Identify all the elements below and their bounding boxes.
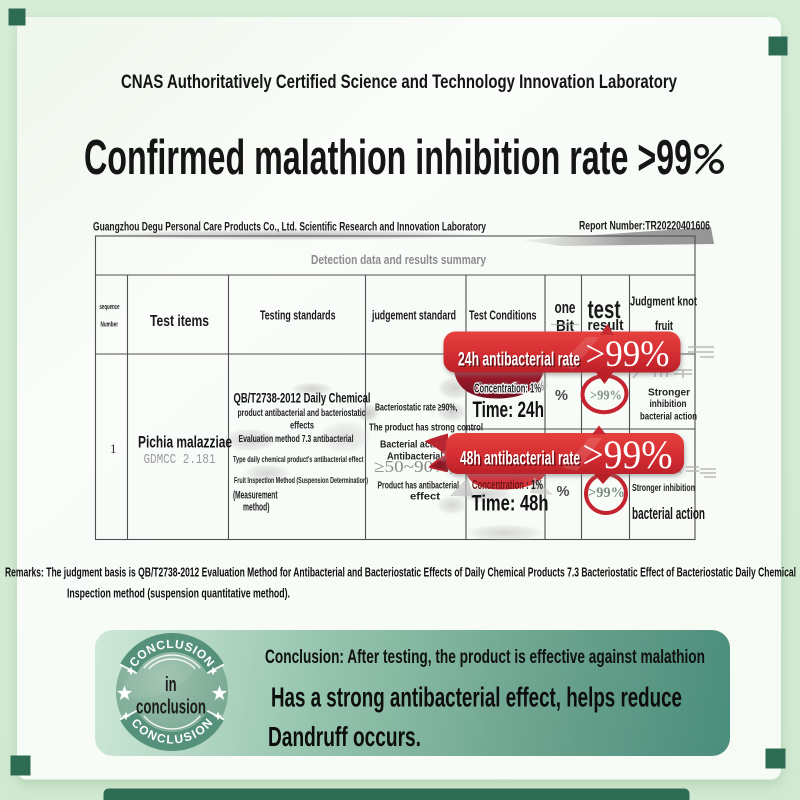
svg-text:>99%: >99% [590, 389, 622, 404]
svg-text:Concentration: 1%: Concentration: 1% [474, 382, 541, 396]
svg-text:Dandruff occurs.: Dandruff occurs. [268, 721, 421, 752]
svg-text:≥50~90%,: ≥50~90%, [374, 457, 454, 476]
svg-text:CNAS Authoritatively Certified: CNAS Authoritatively Certified Science a… [121, 71, 677, 93]
svg-text:Stronger inhibition: Stronger inhibition [632, 483, 695, 494]
svg-text:Time: 24h: Time: 24h [473, 397, 545, 422]
svg-text:Bacteriostatic rate ≥90%,: Bacteriostatic rate ≥90%, [375, 402, 458, 414]
svg-text:bacterial action: bacterial action [632, 505, 705, 523]
svg-text:Type daily chemical product's: Type daily chemical product's antibacter… [233, 454, 364, 464]
svg-text:inhibition: inhibition [650, 399, 687, 410]
svg-text:sequence: sequence [100, 304, 120, 311]
svg-text:Has a strong antibacterial eff: Has a strong antibacterial effect, helps… [271, 682, 682, 713]
svg-text:24h antibacterial rate: 24h antibacterial rate [460, 351, 582, 372]
svg-text:48h antibacterial rate: 48h antibacterial rate [462, 450, 582, 471]
svg-text:judgement standard: judgement standard [371, 308, 456, 323]
svg-text:Test items: Test items [150, 313, 209, 330]
svg-text:>99%: >99% [583, 432, 673, 477]
svg-text:Detection data and results sum: Detection data and results summary [311, 253, 486, 267]
svg-text:Pichia malazziae: Pichia malazziae [138, 433, 232, 452]
svg-text:C: C [155, 731, 167, 747]
svg-text:Judgment knot: Judgment knot [630, 295, 698, 309]
svg-text:Fruit Inspection Method (Suspe: Fruit Inspection Method (Suspension Dete… [234, 475, 368, 485]
svg-text:I: I [189, 727, 198, 741]
svg-text:L: L [166, 732, 174, 746]
svg-text:Confirmed malathion inhibition: Confirmed malathion inhibition rate >99 [84, 131, 692, 185]
svg-text:QB/T2738-2012 Daily Chemical: QB/T2738-2012 Daily Chemical [234, 390, 371, 406]
svg-text:Remarks: The judgment basis is: Remarks: The judgment basis is QB/T2738-… [5, 566, 796, 580]
svg-text:>99%: >99% [586, 334, 670, 375]
svg-text:Antibacterial: Antibacterial [387, 451, 443, 463]
svg-text:one: one [555, 298, 576, 317]
svg-text:: 1%: : 1% [526, 478, 543, 492]
svg-text:fruit: fruit [655, 319, 674, 333]
svg-text:Evaluation method 7.3 antibact: Evaluation method 7.3 antibacterial [239, 433, 354, 445]
svg-text:Report Number:TR20220401606: Report Number:TR20220401606 [579, 219, 710, 233]
svg-text:effects: effects [290, 420, 314, 432]
svg-text:in: in [165, 674, 177, 696]
svg-text:%: % [555, 387, 568, 404]
svg-text:GDMCC 2.181: GDMCC 2.181 [144, 453, 216, 468]
svg-text:Number: Number [101, 322, 119, 329]
svg-text:Stronger: Stronger [648, 388, 690, 399]
svg-text:Testing standards: Testing standards [260, 308, 336, 323]
svg-text:U: U [174, 731, 185, 746]
svg-text:1: 1 [110, 441, 117, 456]
svg-text:result: result [588, 317, 624, 334]
svg-text:bacterial action: bacterial action [640, 412, 697, 423]
svg-text:>99%: >99% [588, 485, 625, 501]
svg-text:Time: 48h: Time: 48h [472, 491, 549, 516]
svg-text:Concentration: Concentration [472, 478, 524, 492]
svg-text:conclusion: conclusion [136, 697, 206, 719]
svg-text:product antibacterial and bact: product antibacterial and bacteriostatic [238, 407, 366, 419]
svg-text:test: test [588, 294, 621, 324]
svg-text:Bit: Bit [556, 318, 575, 335]
svg-text:Test Conditions: Test Conditions [469, 309, 537, 323]
svg-text:Inspection method (suspension: Inspection method (suspension quantitati… [67, 587, 290, 601]
svg-text:24h antibacterial rate: 24h antibacterial rate [458, 350, 580, 371]
svg-text:method): method) [243, 502, 270, 514]
svg-text:Concentration: 1%: Concentration: 1% [477, 380, 544, 394]
svg-text:The product has strong control: The product has strong control [369, 422, 483, 434]
svg-text:Conclusion: After testing, the: Conclusion: After testing, the product i… [265, 647, 705, 668]
svg-text:Product has antibacterial: Product has antibacterial [378, 480, 460, 492]
svg-text:48h antibacterial rate: 48h antibacterial rate [460, 449, 580, 470]
svg-text:(Measurement: (Measurement [233, 490, 278, 502]
svg-text:effect: effect [410, 491, 441, 503]
svg-text:Guangzhou Degu Personal Care P: Guangzhou Degu Personal Care Products Co… [93, 220, 486, 234]
svg-text:%: % [557, 483, 570, 500]
